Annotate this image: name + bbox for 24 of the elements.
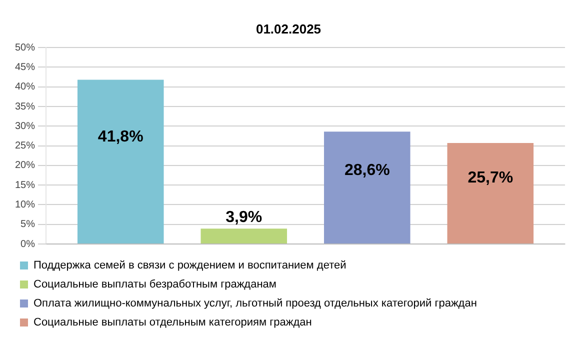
bar [324, 132, 410, 244]
y-tick-label: 5% [20, 219, 36, 230]
data-label: 25,7% [468, 170, 514, 187]
data-label: 41,8% [98, 128, 144, 146]
y-tick-label: 15% [15, 180, 36, 191]
y-tick-label: 40% [15, 82, 36, 93]
legend-label: Социальные выплаты отдельным категориям граждан [34, 316, 312, 329]
legend-label: Социальные выплаты безработным гражданам [34, 278, 276, 291]
chart-title: 01.02.2025 [256, 21, 322, 36]
data-label: 3,9% [226, 209, 262, 226]
legend-label: Поддержка семей в связи с рождением и воспитанием детей [34, 260, 346, 272]
y-tick-label: 0% [20, 238, 36, 250]
y-tick-label: 10% [15, 199, 36, 210]
y-tick-label: 25% [15, 140, 36, 152]
y-tick-label: 50% [15, 42, 36, 54]
bar [200, 228, 288, 244]
bar [447, 143, 534, 244]
y-tick-label: 35% [15, 101, 36, 112]
legend-label: Оплата жилищно-коммунальных услуг, льготный проезд отдельных категорий граждан [34, 298, 477, 310]
data-label: 28,6% [344, 162, 390, 180]
y-tick-label: 30% [15, 120, 36, 132]
y-tick-label: 20% [15, 160, 36, 172]
bar [77, 80, 164, 244]
y-tick-label: 45% [15, 62, 36, 73]
